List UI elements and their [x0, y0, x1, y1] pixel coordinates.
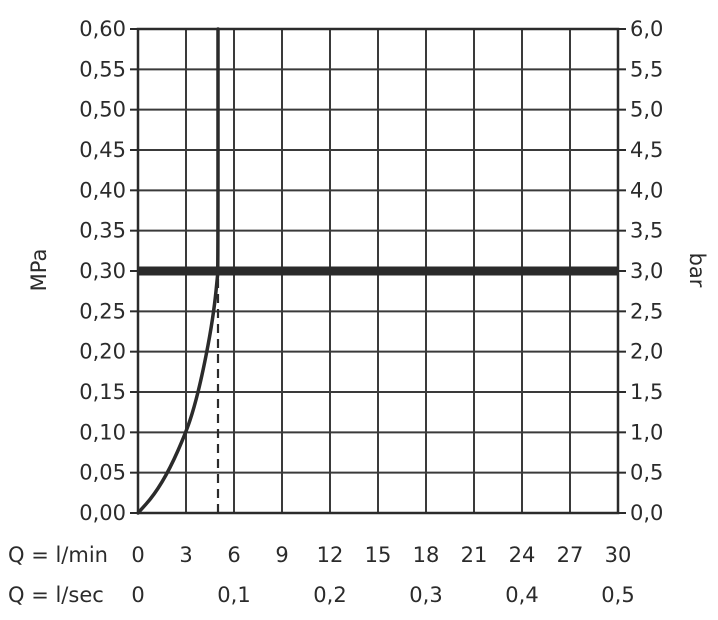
y-tick-label-left: 0,60	[79, 17, 126, 41]
y-tick-label-left: 0,30	[79, 259, 126, 283]
right-tick-labels: 0,0 0,5 1,0 1,5 2,0 2,5 3,0 3,5 4,0 4,5 5,0 5,5 6,0	[630, 17, 663, 525]
y-axis-left-title: MPa	[27, 249, 51, 292]
x-tick-label-lsec: 0,3	[409, 583, 442, 607]
x-tick-label-lsec: 0,4	[505, 583, 538, 607]
reference-lines	[138, 266, 618, 513]
y-tick-label-right: 3,5	[630, 219, 663, 243]
y-tick-label-right: 0,5	[630, 461, 663, 485]
x-tick-label-lmin: 15	[365, 543, 392, 567]
y-tick-label-left: 0,10	[79, 420, 126, 444]
y-tick-label-right: 5,5	[630, 57, 663, 81]
series-line-0	[136, 27, 220, 515]
y-tick-label-right: 2,5	[630, 299, 663, 323]
x-tick-label-lmin: 0	[131, 543, 144, 567]
x-tick-label-lmin: 27	[557, 543, 584, 567]
y-tick-label-left: 0,40	[79, 178, 126, 202]
y-tick-label-left: 0,15	[79, 380, 126, 404]
left-tick-labels: 0,00 0,05 0,10 0,15 0,20 0,25 0,30 0,35 0,40 0,45…	[79, 17, 126, 525]
y-tick-label-left: 0,05	[79, 461, 126, 485]
y-tick-label-left: 0,55	[79, 57, 126, 81]
y-tick-label-right: 5,0	[630, 98, 663, 122]
y-tick-label-left: 0,45	[79, 138, 126, 162]
y-tick-label-left: 0,00	[79, 501, 126, 525]
x-tick-label-lmin: 24	[509, 543, 536, 567]
x-tick-label-lsec: 0,1	[217, 583, 250, 607]
y-tick-label-left: 0,20	[79, 340, 126, 364]
y-tick-label-right: 2,0	[630, 340, 663, 364]
x-axis-lsec-title: Q = l/sec	[8, 583, 104, 607]
x-tick-label-lmin: 6	[227, 543, 240, 567]
x-tick-label-lmin: 30	[605, 543, 632, 567]
y-axis-right-title: bar	[685, 253, 709, 288]
y-tick-label-left: 0,35	[79, 219, 126, 243]
x-tick-label-lmin: 21	[461, 543, 488, 567]
y-tick-label-right: 1,5	[630, 380, 663, 404]
x-tick-label-lsec: 0,5	[601, 583, 634, 607]
y-tick-label-right: 3,0	[630, 259, 663, 283]
y-tick-label-right: 6,0	[630, 17, 663, 41]
y-tick-label-right: 0,0	[630, 501, 663, 525]
x-tick-label-lmin: 3	[179, 543, 192, 567]
series-layer	[136, 27, 220, 515]
x-tick-label-lsec: 0,2	[313, 583, 346, 607]
x-tick-label-lmin: 12	[317, 543, 344, 567]
x-tick-label-lmin: 9	[275, 543, 288, 567]
x-tick-label-lsec: 0	[131, 583, 144, 607]
y-tick-label-left: 0,25	[79, 299, 126, 323]
y-tick-label-right: 1,0	[630, 420, 663, 444]
x-tick-labels-lsec: 0 0,1 0,2 0,3 0,4 0,5	[131, 583, 634, 607]
y-tick-label-right: 4,0	[630, 178, 663, 202]
y-tick-label-right: 4,5	[630, 138, 663, 162]
x-tick-labels-lmin: 0 3 6 9 12 15 18 21 24 27 30	[131, 543, 631, 567]
x-tick-label-lmin: 18	[413, 543, 440, 567]
x-axis-lmin-title: Q = l/min	[8, 543, 108, 567]
y-tick-label-left: 0,50	[79, 98, 126, 122]
plot-frame	[136, 27, 620, 515]
